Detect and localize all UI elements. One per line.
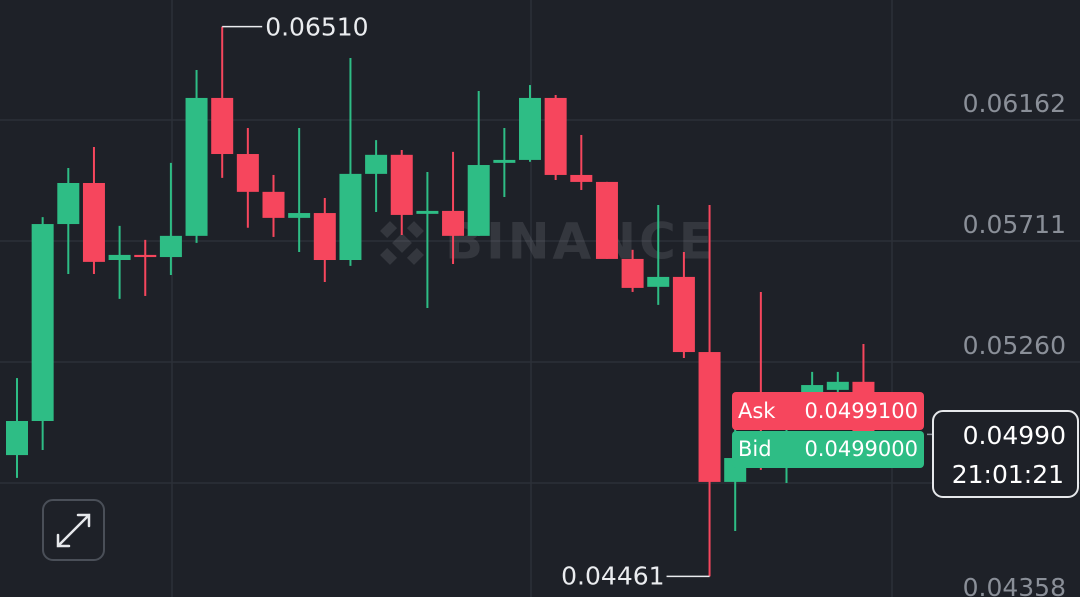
y-tick-label: 0.05711 [963, 210, 1066, 239]
low-annotation: 0.04461 [561, 561, 664, 590]
candle-body [57, 182, 80, 225]
candle-body [442, 210, 465, 236]
ask-tag [732, 392, 924, 430]
candle-body [390, 154, 413, 215]
candle-body [365, 154, 388, 174]
candle-body [313, 213, 336, 261]
bid-tag [732, 431, 924, 468]
candle-body [236, 154, 259, 192]
bid-label: Bid [738, 437, 772, 461]
high-annotation: 0.06510 [265, 13, 368, 42]
candle-body [467, 165, 490, 236]
candle-body [339, 173, 362, 261]
expand-icon [56, 513, 91, 548]
candle-body [134, 254, 157, 258]
overlay: 0.06510 0.04461 Ask 0.0499100 Bid 0.0499000 0.… [222, 13, 1079, 590]
candle-body [185, 97, 208, 236]
candle-body [544, 97, 567, 175]
candle-body [288, 213, 311, 218]
candle-body [416, 210, 439, 214]
candle-body [519, 97, 541, 160]
candle-body [31, 224, 54, 422]
y-tick-label: 0.04358 [963, 573, 1066, 597]
candle-body [801, 385, 824, 395]
candle-body [159, 235, 182, 258]
ask-price: 0.0499100 [804, 399, 918, 423]
bid-price: 0.0499000 [804, 437, 918, 461]
candle-body [108, 254, 131, 261]
candle-body [493, 159, 516, 163]
expand-button[interactable] [42, 499, 105, 561]
candles [6, 26, 875, 577]
watermark-logo [380, 221, 424, 265]
candle-body [826, 381, 849, 390]
ask-label: Ask [738, 399, 776, 423]
candle-body [698, 352, 721, 482]
candle-body [262, 191, 285, 218]
y-tick-label: 0.06162 [963, 89, 1066, 118]
last-price-box [932, 410, 1079, 498]
candle-body [647, 276, 670, 287]
candle-body [595, 181, 618, 259]
candle-body [82, 182, 105, 262]
candle-body [570, 174, 593, 182]
candle-body [211, 97, 234, 155]
countdown: 21:01:21 [952, 460, 1064, 489]
candle-body [621, 258, 644, 288]
last-price: 0.04990 [963, 421, 1066, 450]
y-tick-label: 0.05260 [963, 331, 1066, 360]
candle-body [6, 421, 28, 456]
candle-body [672, 276, 695, 353]
